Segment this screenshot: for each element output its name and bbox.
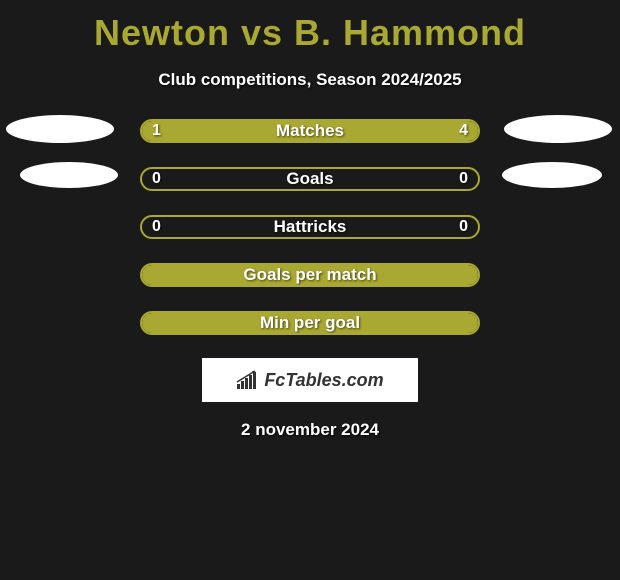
stat-row-hattricks: 0 Hattricks 0 (0, 214, 620, 240)
date-text: 2 november 2024 (0, 420, 620, 440)
bar-goals-per-match: Goals per match (140, 263, 480, 287)
stat-label: Goals (142, 169, 478, 189)
stat-label: Min per goal (142, 313, 478, 333)
subtitle: Club competitions, Season 2024/2025 (0, 70, 620, 90)
stat-label: Goals per match (142, 265, 478, 285)
stat-value-right: 4 (459, 122, 468, 140)
logo-box: FcTables.com (202, 358, 418, 402)
bar-goals: 0 Goals 0 (140, 167, 480, 191)
page-title: Newton vs B. Hammond (0, 0, 620, 54)
logo-content: FcTables.com (236, 370, 383, 391)
chart-bars-icon (236, 370, 260, 390)
stat-row-matches: 1 Matches 4 (0, 118, 620, 144)
stat-row-goals-per-match: Goals per match (0, 262, 620, 288)
stat-label: Hattricks (142, 217, 478, 237)
stat-value-right: 0 (459, 170, 468, 188)
logo-text: FcTables.com (264, 370, 383, 391)
infographic-container: Newton vs B. Hammond Club competitions, … (0, 0, 620, 580)
bar-matches: 1 Matches 4 (140, 119, 480, 143)
stat-label: Matches (142, 121, 478, 141)
stat-row-goals: 0 Goals 0 (0, 166, 620, 192)
bar-min-per-goal: Min per goal (140, 311, 480, 335)
stat-row-min-per-goal: Min per goal (0, 310, 620, 336)
stat-value-right: 0 (459, 218, 468, 236)
bar-hattricks: 0 Hattricks 0 (140, 215, 480, 239)
stats-area: 1 Matches 4 0 Goals 0 0 Hattricks 0 (0, 118, 620, 336)
